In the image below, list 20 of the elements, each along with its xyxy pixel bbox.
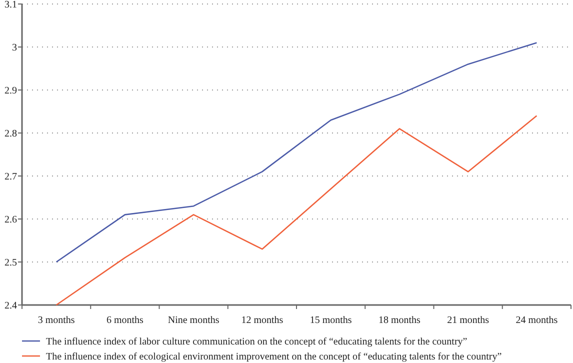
x-tick-label: 15 months — [310, 315, 352, 326]
x-tick-label: 3 months — [38, 315, 75, 326]
x-tick-label: 21 months — [447, 315, 490, 326]
y-tick-label: 2.8 — [4, 128, 17, 140]
legend-label: The influence index of ecological environment improvement on the concept of “educating talents for the country” — [46, 352, 502, 362]
x-tick-label: Nine months — [168, 315, 220, 326]
y-tick-label: 3 — [12, 42, 17, 54]
line-series — [56, 42, 538, 263]
y-tick-label: 3.1 — [4, 0, 17, 10]
legend-label: The influence index of labor culture communication on the concept of “educating talents for the country” — [46, 336, 468, 348]
y-tick-label: 2.7 — [4, 172, 17, 182]
y-tick-label: 2.4 — [4, 300, 17, 312]
x-tick-label: 6 months — [106, 315, 144, 326]
x-tick-label: 24 months — [516, 315, 558, 326]
x-tick-label: 12 months — [241, 315, 284, 326]
x-tick-label: 18 months — [378, 315, 421, 326]
y-tick-label: 2.9 — [4, 86, 17, 96]
y-tick-label: 2.6 — [4, 214, 17, 226]
y-tick-label: 2.5 — [4, 258, 17, 268]
line-series — [56, 115, 538, 306]
